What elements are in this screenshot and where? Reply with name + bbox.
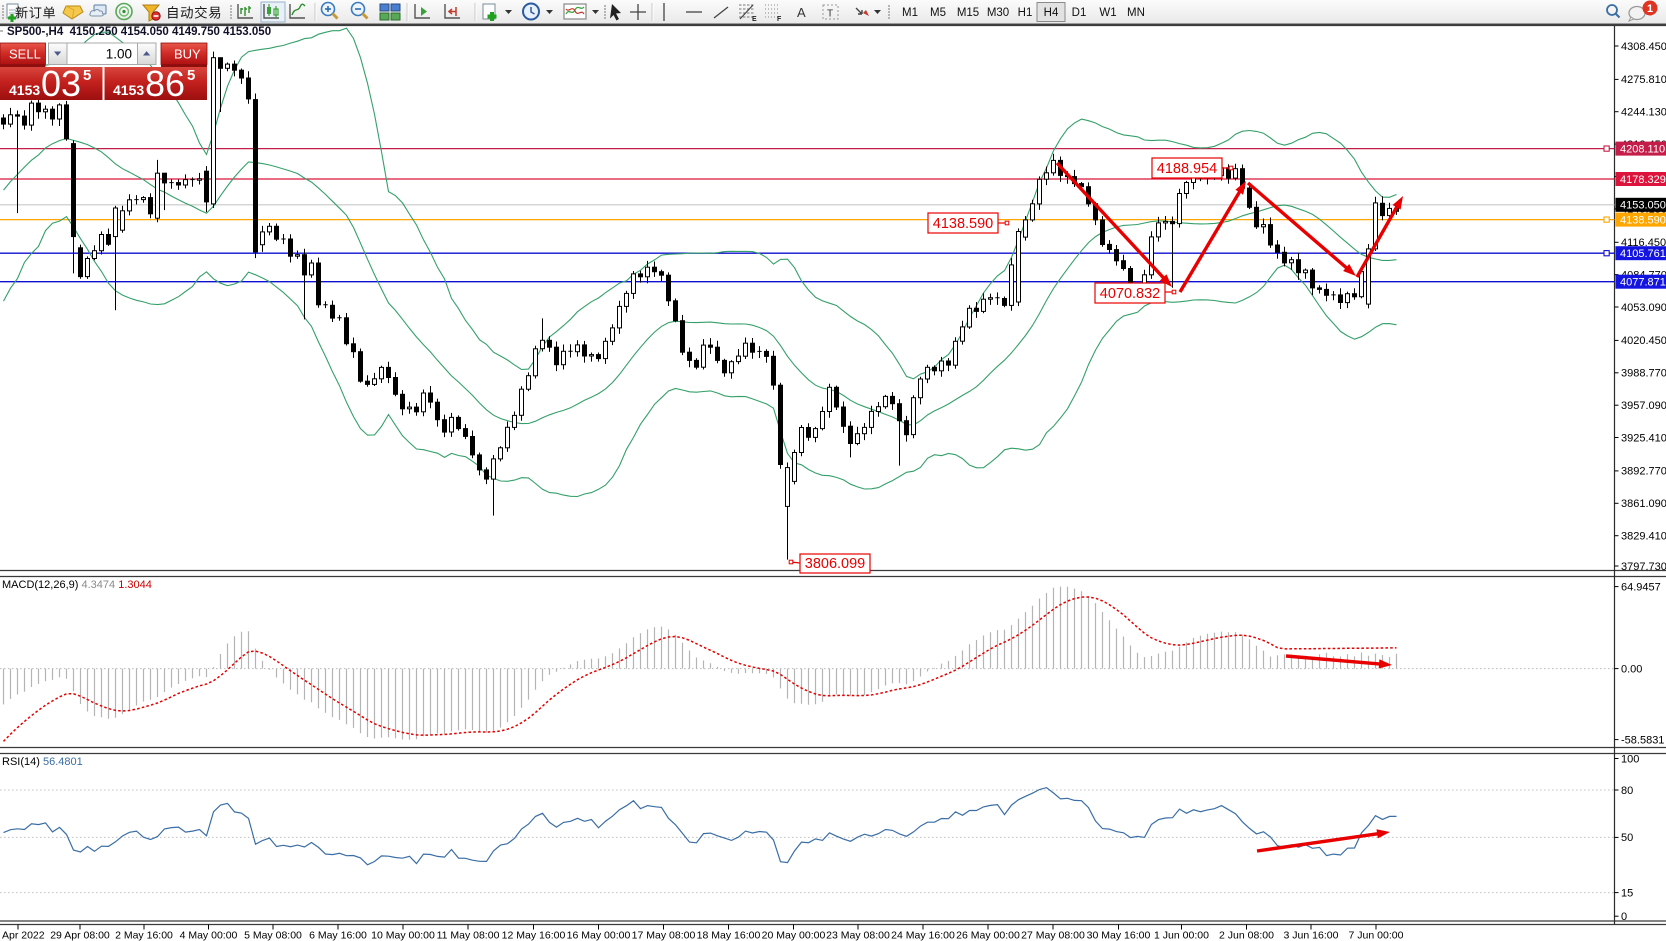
svg-text:4153.050: 4153.050	[1620, 200, 1666, 212]
svg-text:1 Jun 00:00: 1 Jun 00:00	[1154, 930, 1209, 941]
svg-text:Apr 2022: Apr 2022	[2, 930, 45, 941]
svg-text:4116.450: 4116.450	[1621, 237, 1666, 249]
svg-text:64.9457: 64.9457	[1621, 581, 1661, 593]
svg-text:0: 0	[1621, 911, 1627, 923]
svg-text:3892.770: 3892.770	[1621, 466, 1666, 478]
svg-text:4178.329: 4178.329	[1620, 174, 1666, 186]
svg-text:11 May 08:00: 11 May 08:00	[437, 930, 500, 941]
svg-text:3829.410: 3829.410	[1621, 531, 1666, 543]
svg-text:15: 15	[1621, 887, 1633, 899]
svg-text:4153: 4153	[9, 82, 40, 98]
svg-text:SELL: SELL	[9, 47, 41, 62]
svg-text:M30: M30	[987, 7, 1009, 19]
svg-text:1: 1	[1647, 3, 1653, 15]
svg-text:D1: D1	[1072, 7, 1087, 19]
svg-text:80: 80	[1621, 785, 1633, 797]
svg-text:10 May 00:00: 10 May 00:00	[371, 930, 435, 941]
svg-text:F: F	[777, 16, 782, 23]
svg-text:29 Apr 08:00: 29 Apr 08:00	[50, 930, 110, 941]
svg-text:27 May 08:00: 27 May 08:00	[1021, 930, 1085, 941]
svg-text:16 May 00:00: 16 May 00:00	[567, 930, 631, 941]
svg-text:20 May 00:00: 20 May 00:00	[762, 930, 826, 941]
svg-text:H4: H4	[1044, 7, 1059, 19]
svg-text:T: T	[827, 9, 833, 20]
svg-text:SP500-,H4 4150.250 4154.050 4: SP500-,H4 4150.250 4154.050 4149.750 415…	[7, 26, 271, 38]
svg-text:6 May 16:00: 6 May 16:00	[309, 930, 367, 941]
svg-text:0.00: 0.00	[1621, 663, 1642, 675]
svg-text:RSI(14) 56.4801: RSI(14) 56.4801	[2, 756, 83, 768]
svg-text:4138.590: 4138.590	[933, 216, 993, 232]
svg-text:30 May 16:00: 30 May 16:00	[1087, 930, 1151, 941]
svg-text:M1: M1	[902, 7, 918, 19]
svg-text:7 Jun 00:00: 7 Jun 00:00	[1349, 930, 1404, 941]
svg-text:03: 03	[41, 63, 81, 104]
svg-text:3988.770: 3988.770	[1621, 368, 1666, 380]
svg-text:17 May 08:00: 17 May 08:00	[632, 930, 696, 941]
svg-text:H1: H1	[1018, 7, 1033, 19]
svg-text:-58.5831: -58.5831	[1621, 734, 1664, 746]
svg-text:26 May 00:00: 26 May 00:00	[956, 930, 1020, 941]
svg-text:BUY: BUY	[174, 47, 201, 62]
svg-text:4020.450: 4020.450	[1621, 335, 1666, 347]
svg-text:M5: M5	[930, 7, 946, 19]
svg-text:1.00: 1.00	[106, 47, 132, 62]
svg-text:3806.099: 3806.099	[805, 556, 865, 572]
svg-text:3797.730: 3797.730	[1621, 561, 1666, 573]
svg-text:24 May 16:00: 24 May 16:00	[891, 930, 955, 941]
svg-text:2 May 16:00: 2 May 16:00	[115, 930, 173, 941]
svg-text:5: 5	[187, 67, 195, 84]
svg-text:3861.090: 3861.090	[1621, 498, 1666, 510]
svg-text:4188.954: 4188.954	[1157, 161, 1217, 177]
svg-text:4105.761: 4105.761	[1620, 248, 1666, 260]
svg-text:100: 100	[1621, 753, 1639, 765]
svg-text:2 Jun 08:00: 2 Jun 08:00	[1219, 930, 1274, 941]
svg-text:5: 5	[83, 67, 91, 84]
svg-text:4153: 4153	[113, 82, 144, 98]
svg-text:23 May 08:00: 23 May 08:00	[826, 930, 890, 941]
svg-text:4053.090: 4053.090	[1621, 302, 1666, 314]
svg-text:E: E	[752, 16, 757, 23]
svg-text:4308.450: 4308.450	[1621, 41, 1666, 53]
svg-text:W1: W1	[1099, 7, 1116, 19]
svg-text:4208.110: 4208.110	[1620, 143, 1665, 155]
svg-text:4244.130: 4244.130	[1621, 107, 1666, 119]
svg-text:MN: MN	[1127, 7, 1145, 19]
svg-text:A: A	[797, 5, 806, 20]
svg-text:3925.410: 3925.410	[1621, 432, 1666, 444]
svg-text:4070.832: 4070.832	[1100, 286, 1160, 302]
svg-text:3957.090: 3957.090	[1621, 400, 1666, 412]
svg-text:3 Jun 16:00: 3 Jun 16:00	[1284, 930, 1339, 941]
svg-text:18 May 16:00: 18 May 16:00	[697, 930, 761, 941]
svg-text:4138.590: 4138.590	[1620, 214, 1666, 226]
svg-text:MACD(12,26,9) 4.3474 1.3044: MACD(12,26,9) 4.3474 1.3044	[2, 579, 152, 591]
svg-text:4 May 00:00: 4 May 00:00	[180, 930, 238, 941]
svg-text:4077.871: 4077.871	[1620, 277, 1666, 289]
svg-text:86: 86	[145, 63, 185, 104]
svg-text:50: 50	[1621, 832, 1633, 844]
svg-text:12 May 16:00: 12 May 16:00	[502, 930, 566, 941]
svg-text:M15: M15	[957, 7, 979, 19]
svg-text:5 May 08:00: 5 May 08:00	[244, 930, 302, 941]
svg-text:4275.810: 4275.810	[1621, 74, 1666, 86]
